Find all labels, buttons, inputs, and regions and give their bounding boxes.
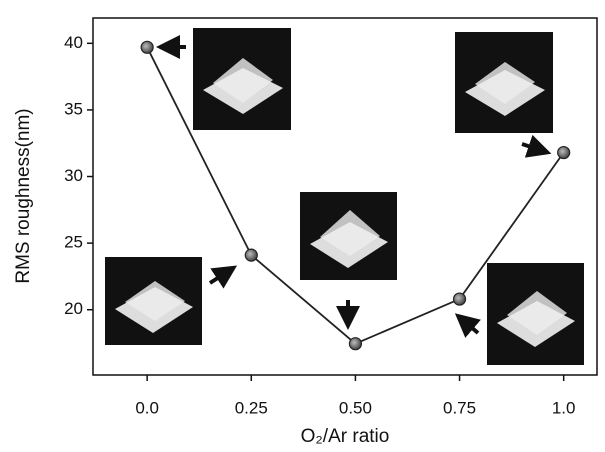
- afm-inset: [455, 32, 553, 133]
- marker: [140, 40, 154, 54]
- plot-frame: [92, 17, 598, 376]
- arrow: [208, 265, 238, 289]
- afm-inset: [105, 257, 202, 345]
- arrow: [454, 313, 481, 338]
- x-tick-label: 0.75: [443, 398, 476, 417]
- y-tick-label: 40: [64, 33, 83, 52]
- y-axis-title: RMS roughness(nm): [13, 108, 34, 283]
- arrow: [521, 134, 552, 158]
- x-tick-label: 1.0: [552, 398, 576, 417]
- arrows: [156, 35, 552, 338]
- marker: [244, 248, 258, 262]
- y-tick-label: 35: [64, 99, 83, 118]
- afm-inset: [300, 192, 397, 280]
- y-tick-label: 30: [64, 166, 83, 185]
- y-tick-label: 20: [64, 299, 83, 318]
- marker: [452, 292, 467, 306]
- afm-inset: [193, 28, 291, 130]
- x-tick-label: 0.50: [339, 398, 372, 417]
- afm-inset: [487, 263, 584, 365]
- y-tick-label: 25: [64, 233, 83, 252]
- afm-insets: [105, 28, 584, 365]
- x-tick-label: 0.0: [135, 398, 159, 417]
- marker: [557, 145, 571, 160]
- x-tick-label: 0.25: [235, 398, 268, 417]
- marker: [348, 337, 363, 351]
- x-axis-title: O₂/Ar ratio: [301, 426, 390, 447]
